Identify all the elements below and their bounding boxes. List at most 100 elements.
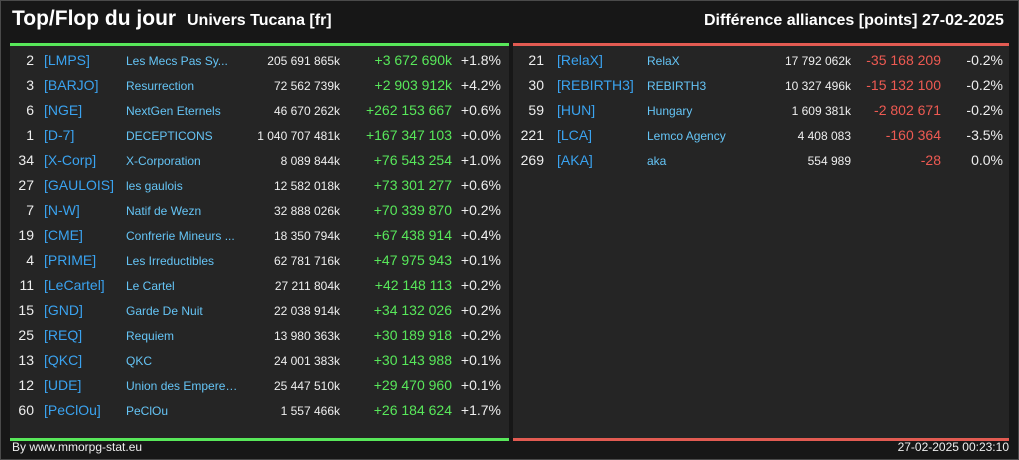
alliance-pct: -0.2%: [966, 52, 1003, 68]
alliance-tag[interactable]: [BARJO]: [44, 77, 99, 93]
top-alliance-row: 27 [GAULOIS] les gaulois 12 582 018k +73 301…: [10, 174, 509, 199]
alliance-diff: +2 903 912k: [374, 77, 452, 93]
alliance-tag[interactable]: [REBIRTH3]: [557, 77, 634, 93]
top-alliance-row: 34 [X-Corp] X-Corporation 8 089 844k +76 543…: [10, 149, 509, 174]
alliance-tag[interactable]: [LMPS]: [44, 52, 90, 68]
top-alliance-row: 4 [PRIME] Les Irreductibles 62 781 716k +47 …: [10, 249, 509, 274]
alliance-rank: 34: [18, 152, 34, 168]
alliance-points: 13 980 363k: [273, 329, 340, 343]
alliance-diff: +3 672 690k: [374, 52, 452, 68]
alliance-tag[interactable]: [N-W]: [44, 202, 80, 218]
alliance-name: Requiem: [126, 329, 175, 343]
alliance-points: 1 557 466k: [280, 404, 340, 418]
alliance-pct: +0.2%: [460, 202, 501, 218]
alliance-tag[interactable]: [D-7]: [44, 127, 75, 143]
alliance-tag[interactable]: [X-Corp]: [44, 152, 97, 168]
alliance-tag[interactable]: [QKC]: [44, 352, 83, 368]
alliance-pct: +0.0%: [460, 127, 501, 143]
alliance-diff: +167 347 103: [365, 127, 452, 143]
universe-label: Univers Tucana [fr]: [187, 12, 332, 29]
alliance-pct: +0.2%: [460, 302, 501, 318]
alliance-tag[interactable]: [HUN]: [557, 102, 596, 118]
alliance-diff: +47 975 943: [373, 252, 452, 268]
alliance-rank: 30: [528, 77, 544, 93]
alliance-rank: 3: [26, 77, 34, 93]
top-alliance-row: 12 [UDE] Union des Empereur... 25 447 510k +…: [10, 374, 509, 399]
top-alliance-row: 25 [REQ] Requiem 13 980 363k +30 189 918 +0.2…: [10, 324, 509, 349]
alliance-points: 18 350 794k: [273, 229, 340, 243]
top-alliance-row: 3 [BARJO] Resurrection 72 562 739k +2 903 91…: [10, 74, 509, 99]
alliance-name: Natif de Wezn: [126, 204, 202, 218]
alliance-tag[interactable]: [PeClOu]: [44, 402, 101, 418]
alliance-pct: -0.2%: [966, 77, 1003, 93]
alliance-rank: 21: [528, 52, 544, 68]
alliance-pct: -0.2%: [966, 102, 1003, 118]
alliance-tag[interactable]: [LeCartel]: [44, 277, 105, 293]
top-alliance-row: 11 [LeCartel] Le Cartel 27 211 804k +42 148 …: [10, 274, 509, 299]
alliance-name: Le Cartel: [126, 279, 175, 293]
alliance-diff: +73 301 277: [373, 177, 452, 193]
alliance-name: Resurrection: [126, 79, 195, 93]
flop-alliance-row: 59 [HUN] Hungary 1 609 381k -2 802 671 -0.2%: [513, 99, 1009, 124]
alliance-tag[interactable]: [GAULOIS]: [44, 177, 115, 193]
alliance-pct: +0.1%: [460, 377, 501, 393]
alliance-tag[interactable]: [CME]: [44, 227, 83, 243]
alliance-rank: 13: [18, 352, 34, 368]
alliance-diff: -35 168 209: [866, 52, 941, 68]
alliance-tag[interactable]: [REQ]: [44, 327, 83, 343]
alliance-points: 1 609 381k: [791, 104, 851, 118]
alliance-points: 22 038 914k: [273, 304, 340, 318]
alliance-points: 62 781 716k: [273, 254, 340, 268]
alliance-pct: +0.2%: [460, 327, 501, 343]
alliance-tag[interactable]: [AKA]: [557, 152, 593, 168]
alliance-tag[interactable]: [GND]: [44, 302, 83, 318]
alliance-pct: +0.6%: [460, 102, 501, 118]
alliance-points: 25 447 510k: [273, 379, 340, 393]
alliance-rank: 11: [19, 277, 34, 293]
alliance-rank: 15: [18, 302, 34, 318]
alliance-name: Union des Empereur...: [126, 379, 238, 393]
alliance-rank: 4: [26, 252, 34, 268]
alliance-rank: 2: [26, 52, 34, 68]
alliance-points: 72 562 739k: [273, 79, 340, 93]
alliance-diff: +30 143 988: [373, 352, 452, 368]
flop-alliance-row: 221 [LCA] Lemco Agency 4 408 083 -160 364 -3.…: [513, 124, 1009, 149]
alliance-tag[interactable]: [LCA]: [557, 127, 593, 143]
alliance-diff: -28: [920, 152, 941, 168]
difference-label: Différence alliances [points]: [704, 12, 918, 29]
alliance-diff: -2 802 671: [874, 102, 941, 118]
alliance-points: 10 327 496k: [784, 79, 851, 93]
alliance-tag[interactable]: [NGE]: [44, 102, 83, 118]
alliance-pct: +1.7%: [460, 402, 501, 418]
header-date: 27-02-2025: [922, 12, 1004, 29]
alliance-tag[interactable]: [PRIME]: [44, 252, 97, 268]
alliance-rank: 12: [18, 377, 34, 393]
flop-alliance-row: 269 [AKA] aka 554 989 -28 0.0%: [513, 149, 1009, 174]
alliance-name: Les Irreductibles: [126, 254, 215, 268]
alliance-diff: +26 184 624: [373, 402, 452, 418]
alliance-points: 32 888 026k: [273, 204, 340, 218]
top-alliance-row: 6 [NGE] NextGen Eternels 46 670 262k +262 15…: [10, 99, 509, 124]
alliance-rank: 6: [26, 102, 34, 118]
generated-timestamp: 27-02-2025 00:23:10: [897, 440, 1009, 454]
top-alliances-panel: 2 [LMPS] Les Mecs Pas Sy... 205 691 865k +3 …: [10, 43, 509, 441]
alliance-name: REBIRTH3: [647, 79, 707, 93]
alliance-tag[interactable]: [UDE]: [44, 377, 82, 393]
alliance-diff: +67 438 914: [373, 227, 452, 243]
alliance-points: 27 211 804k: [274, 279, 340, 293]
flop-alliance-row: 30 [REBIRTH3] REBIRTH3 10 327 496k -15 132 1…: [513, 74, 1009, 99]
alliance-name: Lemco Agency: [647, 129, 726, 143]
top-alliance-row: 7 [N-W] Natif de Wezn 32 888 026k +70 339 87…: [10, 199, 509, 224]
alliance-rank: 221: [520, 127, 544, 143]
alliance-pct: -3.5%: [966, 127, 1003, 143]
top-alliance-row: 2 [LMPS] Les Mecs Pas Sy... 205 691 865k +3 …: [10, 49, 509, 74]
alliance-name: Les Mecs Pas Sy...: [126, 54, 228, 68]
alliance-tag[interactable]: [RelaX]: [557, 52, 603, 68]
alliance-diff: -160 364: [885, 127, 941, 143]
alliance-rank: 59: [528, 102, 544, 118]
alliance-rank: 19: [18, 227, 34, 243]
alliance-diff: +262 153 667: [365, 102, 452, 118]
alliance-pct: +1.8%: [460, 52, 501, 68]
top-alliance-row: 19 [CME] Confrerie Mineurs ... 18 350 794k +…: [10, 224, 509, 249]
